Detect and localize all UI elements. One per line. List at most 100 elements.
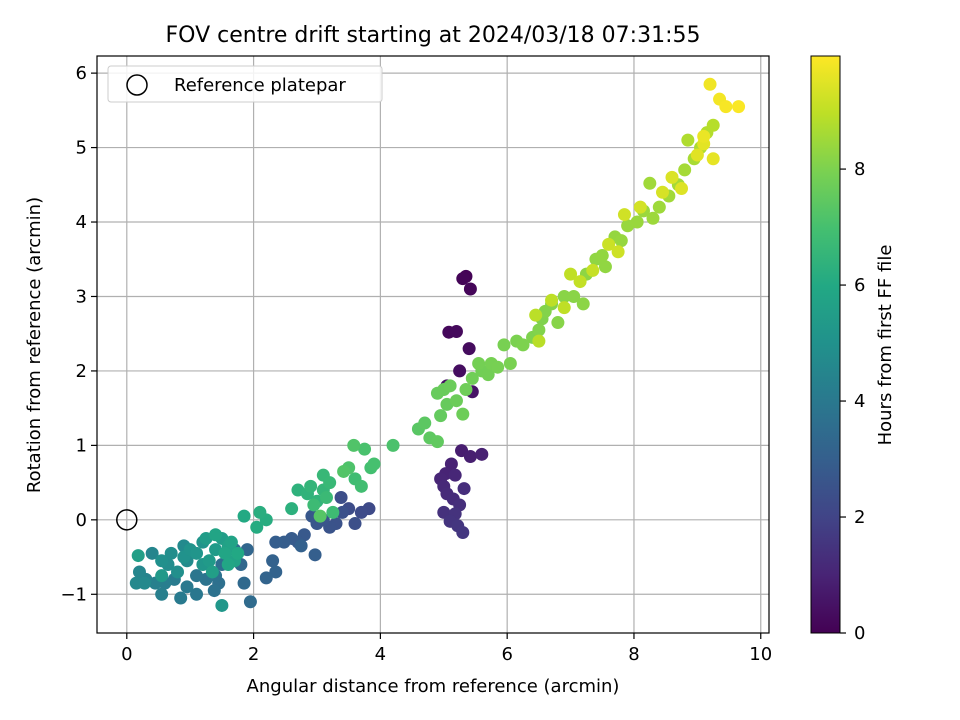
data-point xyxy=(551,316,565,330)
data-point xyxy=(319,490,333,504)
data-point xyxy=(557,301,571,315)
data-point xyxy=(719,100,733,114)
data-point xyxy=(138,576,152,590)
data-point xyxy=(463,282,477,296)
data-point xyxy=(131,549,145,563)
colorbar-gradient xyxy=(810,55,841,634)
data-point xyxy=(678,163,692,177)
data-point xyxy=(190,587,204,601)
data-point xyxy=(171,565,185,579)
x-tick-label: 2 xyxy=(248,644,259,665)
data-point xyxy=(253,505,267,519)
colorbar: 0 2 4 6 8 Hours from first FF file xyxy=(810,55,896,644)
y-tick-label: −1 xyxy=(60,584,87,605)
data-point xyxy=(462,342,476,356)
data-point xyxy=(652,200,666,214)
data-point xyxy=(313,509,327,523)
data-point xyxy=(481,368,495,382)
data-point xyxy=(202,554,216,568)
data-point xyxy=(155,569,169,583)
data-point xyxy=(602,237,616,251)
data-point xyxy=(633,200,647,214)
x-tick-label: 4 xyxy=(375,644,386,665)
legend-box xyxy=(107,65,383,103)
data-point xyxy=(304,479,318,493)
data-point xyxy=(503,356,517,370)
data-point xyxy=(491,360,505,374)
data-point xyxy=(448,468,462,482)
data-point xyxy=(564,267,578,281)
data-point xyxy=(675,182,689,196)
data-point xyxy=(706,118,720,132)
data-point xyxy=(598,260,612,274)
data-point xyxy=(386,438,400,452)
data-point xyxy=(294,539,308,553)
data-point xyxy=(690,148,704,162)
plot-points xyxy=(129,77,746,612)
data-point xyxy=(367,457,381,471)
colorbar-tick-label: 4 xyxy=(854,391,865,412)
y-tick-label: 5 xyxy=(76,138,87,159)
data-point xyxy=(308,548,322,562)
data-point xyxy=(529,308,543,322)
data-point xyxy=(243,595,257,609)
colorbar-label: Hours from first FF file xyxy=(875,245,896,446)
data-point xyxy=(586,263,600,277)
data-point xyxy=(449,324,463,338)
data-point xyxy=(418,416,432,430)
data-point xyxy=(145,546,159,560)
y-tick-label: 3 xyxy=(76,286,87,307)
x-tick-label: 6 xyxy=(501,644,512,665)
data-point xyxy=(475,447,489,461)
data-point xyxy=(209,528,223,542)
data-point xyxy=(190,546,204,560)
data-point xyxy=(697,129,711,143)
gridlines xyxy=(97,56,769,633)
data-point xyxy=(132,565,146,579)
data-point xyxy=(231,546,245,560)
data-point xyxy=(557,289,571,303)
plot-frame xyxy=(96,55,770,634)
data-point xyxy=(567,289,581,303)
data-point xyxy=(456,407,470,421)
data-point xyxy=(681,133,695,147)
data-point xyxy=(269,565,283,579)
data-point xyxy=(532,334,546,348)
data-point xyxy=(457,482,471,496)
y-axis-ticks: −1 0 1 2 3 4 5 6 xyxy=(60,63,97,605)
data-point xyxy=(465,371,479,385)
data-point xyxy=(285,502,299,516)
data-point xyxy=(354,505,368,519)
data-point xyxy=(614,234,628,248)
data-point xyxy=(595,249,609,263)
data-point xyxy=(463,450,477,464)
data-point xyxy=(174,591,188,605)
data-point xyxy=(237,509,251,523)
data-point xyxy=(472,356,486,370)
data-point xyxy=(218,546,232,560)
legend-entry-label: Reference platepar xyxy=(174,75,346,96)
data-point xyxy=(221,558,235,572)
x-axis-ticks: 0 2 4 6 8 10 xyxy=(121,633,772,665)
data-point xyxy=(444,457,458,471)
data-point xyxy=(335,505,349,519)
data-point xyxy=(323,476,337,490)
data-point xyxy=(497,338,511,352)
y-axis-label: Rotation from reference (arcmin) xyxy=(24,197,45,493)
data-point xyxy=(449,394,463,408)
data-point xyxy=(434,409,448,423)
data-point xyxy=(326,505,340,519)
data-point xyxy=(155,554,169,568)
data-point xyxy=(573,275,587,289)
data-point xyxy=(180,580,194,594)
data-point xyxy=(347,438,361,452)
data-point xyxy=(532,323,546,337)
y-tick-label: 1 xyxy=(76,435,87,456)
data-point xyxy=(250,520,264,534)
legend-reference-marker xyxy=(126,74,148,96)
data-point xyxy=(665,170,679,184)
data-point xyxy=(516,338,530,352)
chart-title: FOV centre drift starting at 2024/03/18 … xyxy=(166,23,701,48)
data-point xyxy=(307,498,321,512)
data-point xyxy=(155,587,169,601)
